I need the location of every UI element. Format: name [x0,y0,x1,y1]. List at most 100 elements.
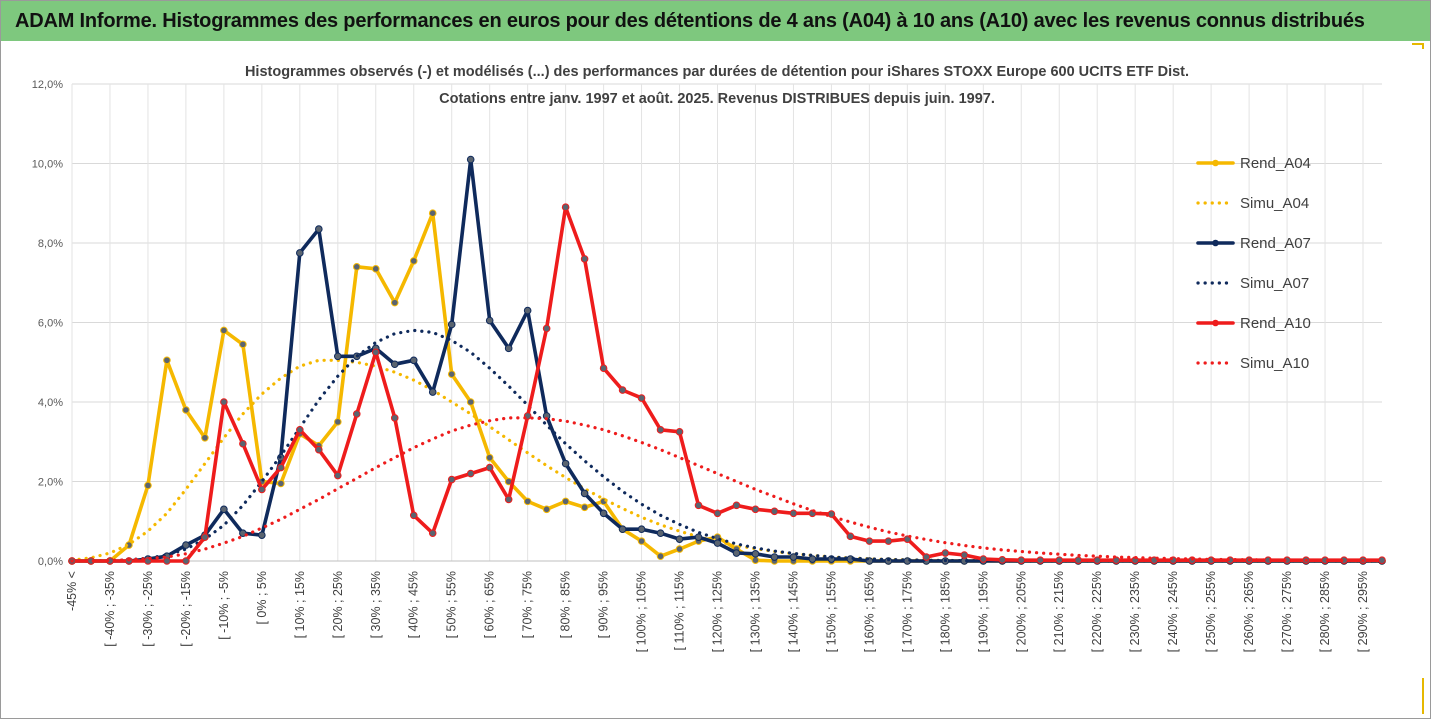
data-point-rend-a04 [144,481,152,490]
x-tick-label: [ 290% ; 295% [1356,571,1370,652]
x-tick-label: [ 120% ; 125% [711,571,725,652]
x-tick-label: [ 80% ; 85% [559,571,573,638]
data-point-rend-a07 [504,344,513,353]
x-tick-label: [ 260% ; 265% [1242,571,1256,652]
x-tick-label: [ 90% ; 95% [597,571,611,638]
x-tick-label: [ 110% ; 115% [673,571,687,650]
x-tick-label: [ -10% ; -5% [217,571,231,640]
data-point-rend-a10 [694,501,703,510]
x-tick-label: [ 210% ; 215% [1052,571,1066,652]
axes: 0,0% 2,0% 4,0% 6,0% 8,0% 10,0% 12,0% -45% < [ -4… [32,79,1382,652]
data-point-rend-a10 [258,485,266,494]
data-point-rend-a04 [466,398,475,406]
y-tick-label: 6,0% [38,318,63,330]
data-point-rend-a10 [1074,556,1083,565]
x-tick-label: [ 10% ; 15% [293,571,307,638]
chart-subtitle: Cotations entre janv. 1997 et août. 2025… [439,91,995,107]
data-point-rend-a10 [884,537,893,545]
data-point-rend-a10 [713,509,722,518]
data-point-rend-a04 [561,497,570,506]
data-point-rend-a04 [675,545,684,553]
banner-title: ADAM Informe. Histogrammes des performan… [1,1,1430,41]
data-point-rend-a10 [637,394,646,402]
data-point-rend-a04 [371,265,380,273]
x-tick-label: [ 140% ; 145% [786,571,800,652]
x-tick-label: [ 130% ; 135% [748,571,762,652]
data-point-rend-a10 [580,255,589,263]
data-point-rend-a04 [523,497,532,506]
data-point-rend-a10 [561,203,570,212]
data-point-rend-a10 [239,439,247,448]
series-layer [68,155,1386,565]
data-point-rend-a04 [220,326,228,335]
data-point-rend-a07 [694,533,703,541]
data-point-rend-a04 [163,356,171,365]
data-point-rend-a10 [941,549,950,557]
series-line-simu-a07 [70,328,1384,563]
data-point-rend-a10 [371,348,380,357]
legend-marker-rend-a07 [1212,239,1219,247]
data-point-rend-a07 [409,356,418,365]
x-tick-label: [ 220% ; 225% [1090,571,1104,652]
x-tick-label: [ -40% ; -35% [103,571,117,647]
x-tick-label: [ 160% ; 165% [862,571,876,652]
x-tick-label: [ 20% ; 25% [331,571,345,638]
data-point-rend-a04 [201,433,209,442]
data-point-rend-a10 [599,364,608,373]
data-point-rend-a07 [466,155,475,164]
x-tick-label: [ 50% ; 55% [445,571,459,638]
data-point-rend-a10 [751,505,760,514]
data-point-rend-a07 [656,529,665,537]
legend-label-rend-a07: Rend_A07 [1240,235,1311,252]
x-tick-label: [ 0% ; 5% [255,571,269,625]
x-tick-label: [ 100% ; 105% [635,571,649,652]
data-point-rend-a07 [428,388,437,396]
series-line-rend-a10 [70,205,1384,563]
data-point-rend-a10 [182,557,190,565]
data-point-rend-a10 [922,553,931,561]
corner-mark-top-right [1412,43,1424,49]
legend-label-simu-a10: Simu_A10 [1240,355,1309,372]
x-tick-label: [ 240% ; 245% [1166,571,1180,652]
y-tick-label: 0,0% [38,556,63,568]
legend-marker-rend-a04 [1212,159,1219,167]
data-point-rend-a10 [979,555,988,563]
series-line-simu-a10 [70,416,1384,563]
data-point-rend-a07 [599,509,608,518]
y-tick-label: 8,0% [38,238,63,250]
series-line-simu-a04 [70,358,1384,563]
x-tick-label: -45% < [65,571,79,611]
data-point-rend-a07 [580,489,589,498]
data-point-rend-a10 [1017,556,1026,565]
data-point-rend-a04 [580,503,589,512]
data-point-rend-a07 [447,320,456,329]
data-point-rend-a07 [239,529,247,537]
data-point-rend-a07 [296,249,304,257]
data-point-rend-a07 [315,225,323,233]
data-point-rend-a04 [485,453,494,462]
data-point-rend-a10 [277,463,285,472]
data-point-rend-a10 [1036,556,1045,565]
x-tick-label: [ 230% ; 235% [1128,571,1142,652]
data-point-rend-a10 [428,529,437,537]
x-tick-label: [ 40% ; 45% [407,571,421,638]
data-point-rend-a10 [846,532,855,541]
legend-label-rend-a10: Rend_A10 [1240,315,1311,332]
data-point-rend-a07 [220,505,228,514]
data-point-rend-a07 [808,555,817,563]
x-tick-label: [ 190% ; 195% [976,571,990,652]
data-point-rend-a04 [409,257,418,265]
data-point-rend-a04 [447,370,456,378]
gridlines [71,83,1382,562]
x-tick-label: [ -20% ; -15% [179,571,193,647]
data-point-rend-a10 [485,463,494,472]
x-tick-label: [ 170% ; 175% [900,571,914,652]
y-tick-label: 12,0% [32,79,63,91]
data-point-rend-a10 [1378,556,1386,565]
data-point-rend-a04 [352,263,361,271]
data-point-rend-a10 [1112,556,1121,565]
data-point-rend-a10 [504,495,513,504]
x-tick-label: [ 150% ; 155% [824,571,838,652]
data-point-rend-a04 [390,298,399,307]
